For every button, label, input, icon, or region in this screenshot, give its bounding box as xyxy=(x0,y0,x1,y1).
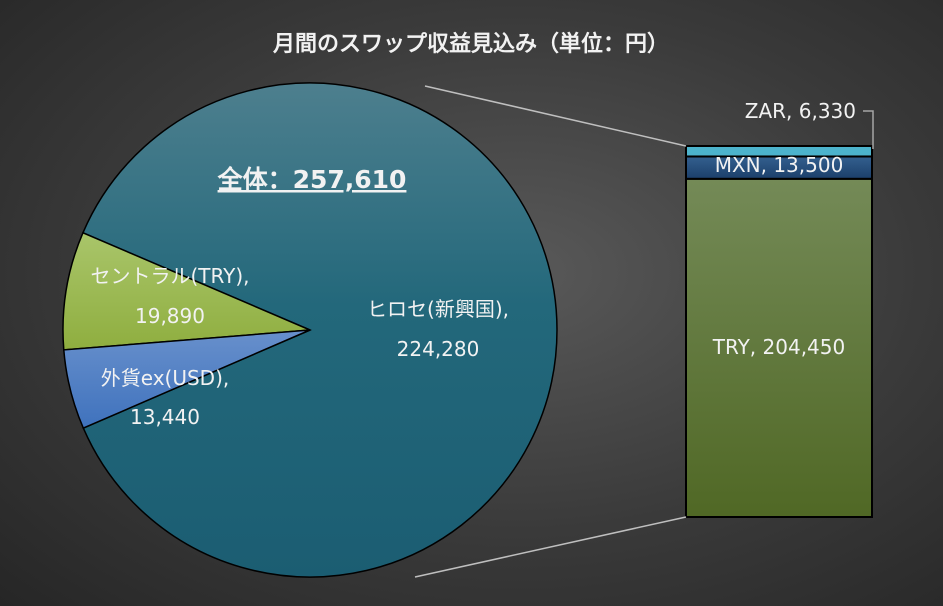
pie-slice-gaitame xyxy=(62,329,311,430)
total-label: 全体：257,610 xyxy=(217,165,407,194)
try-label: TRY, 204,450 xyxy=(712,335,845,359)
mxn-label: MXN, 13,500 xyxy=(715,153,844,177)
central-label-name: セントラル(TRY), xyxy=(90,264,249,288)
connector-line-bottom xyxy=(414,516,687,578)
connector-line-top xyxy=(424,85,687,147)
bar-group xyxy=(685,145,873,518)
pie-group xyxy=(62,82,558,578)
gaitame-label-value: 13,440 xyxy=(130,405,200,429)
hirose-label-name: ヒロセ(新興国), xyxy=(367,297,509,321)
gaitame-label-name: 外貨ex(USD), xyxy=(101,366,230,390)
hirose-label-value: 224,280 xyxy=(397,337,480,361)
pie-slice-central xyxy=(62,231,311,351)
pie-slice-hirose xyxy=(81,82,558,578)
zar-leader-line xyxy=(863,110,874,149)
central-label-value: 19,890 xyxy=(135,304,205,328)
bar-segment-zar xyxy=(685,145,873,158)
chart-title: 月間のスワップ収益見込み（単位：円） xyxy=(272,31,669,57)
zar-label: ZAR, 6,330 xyxy=(745,99,856,123)
